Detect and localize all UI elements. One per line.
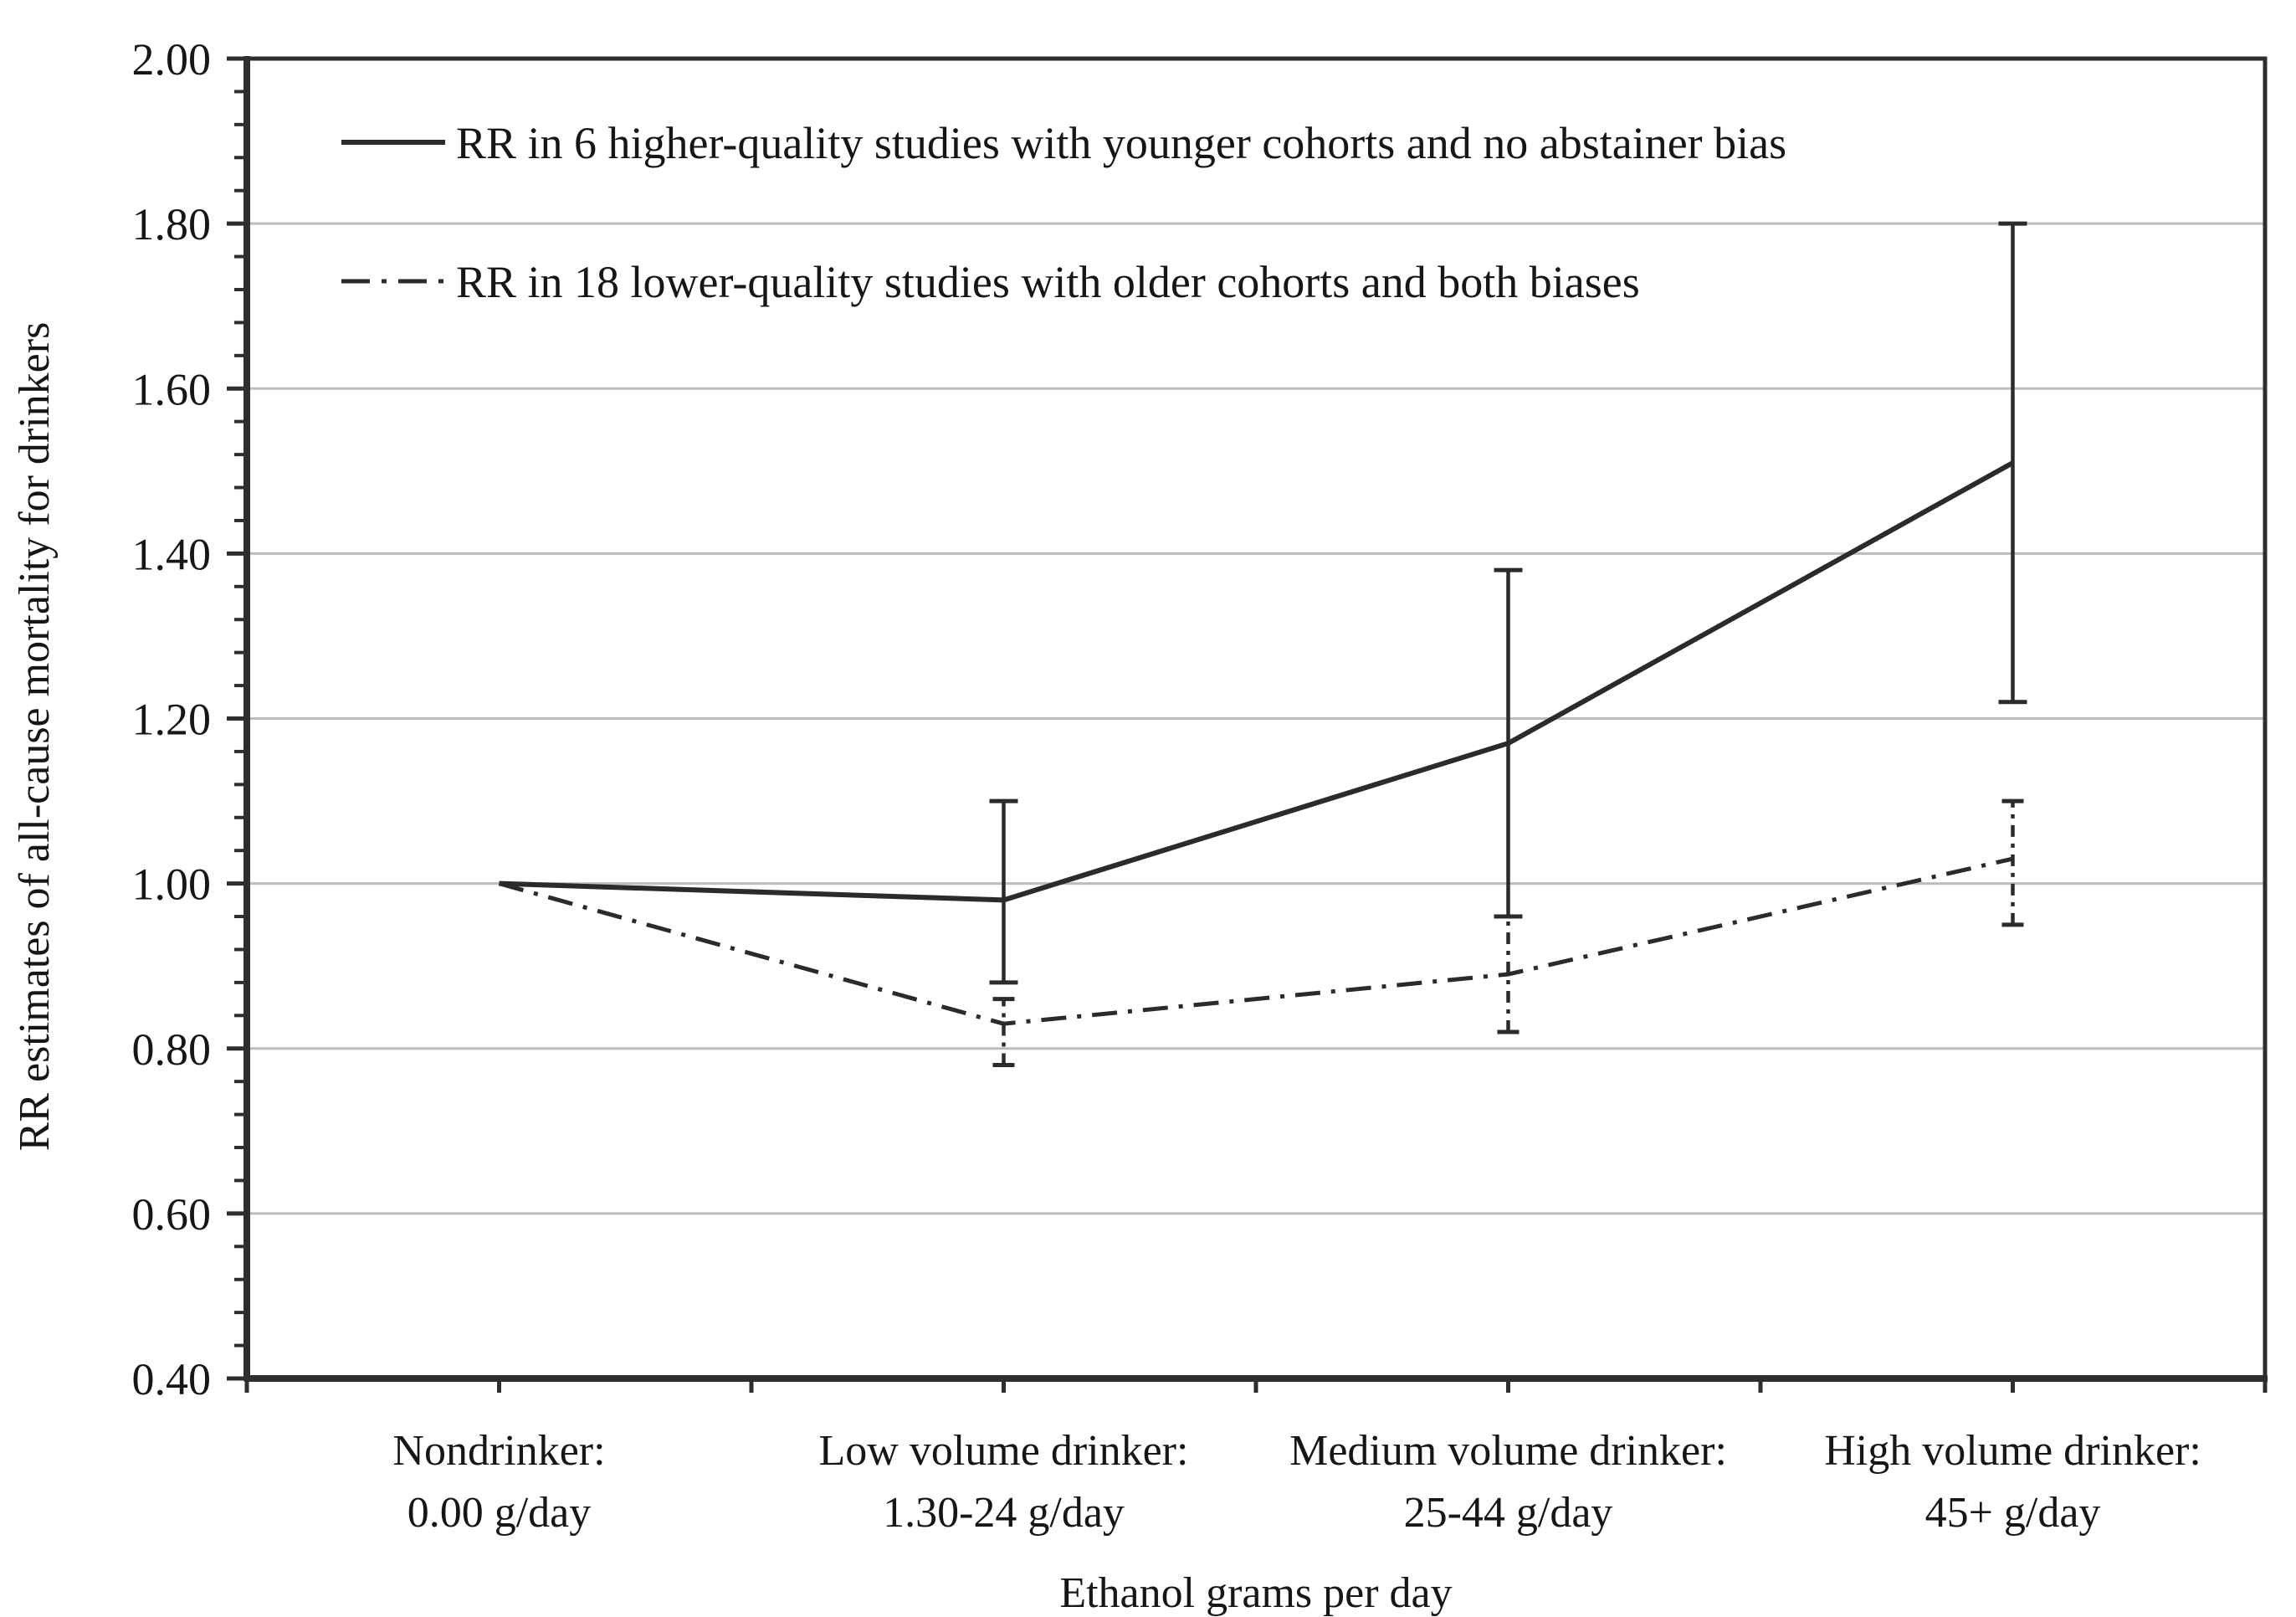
x-axis-title: Ethanol grams per day <box>1059 1569 1452 1617</box>
x-category-label-line2: 45+ g/day <box>1925 1489 2101 1537</box>
y-tick-label: 1.60 <box>132 364 212 414</box>
y-tick-label: 1.20 <box>132 695 212 745</box>
legend-label: RR in 18 lower-quality studies with olde… <box>456 257 1640 307</box>
series-line-solid <box>499 460 2014 903</box>
y-tick-label: 1.80 <box>132 199 212 249</box>
y-axis-title: RR estimates of all-cause mortality for … <box>11 322 59 1152</box>
y-tick-label: 1.00 <box>132 860 212 910</box>
y-tick-label: 0.40 <box>132 1354 212 1404</box>
chart-built-layers: 2.00 1.80 1.60 1.40 1.20 1.00 0.80 0.60 0.40 Nond… <box>132 34 2268 1537</box>
y-tick-label: 0.80 <box>132 1024 212 1075</box>
x-category-label-line1: Low volume drinker: <box>819 1427 1189 1475</box>
x-category-label-line1: Nondrinker: <box>392 1427 605 1475</box>
series-line-dash-dot <box>498 856 2014 1026</box>
x-category-label-line2: 25-44 g/day <box>1404 1489 1613 1537</box>
x-category-label-line2: 1.30-24 g/day <box>883 1489 1125 1537</box>
x-category-label-line2: 0.00 g/day <box>407 1489 592 1537</box>
y-tick-label: 0.60 <box>132 1189 212 1240</box>
y-tick-label: 2.00 <box>132 34 212 85</box>
legend-label: RR in 6 higher-quality studies with youn… <box>456 118 1786 168</box>
y-tick-label: 1.40 <box>132 529 212 579</box>
x-category-label-line1: High volume drinker: <box>1824 1427 2201 1475</box>
x-category-label-line1: Medium volume drinker: <box>1289 1427 1727 1475</box>
